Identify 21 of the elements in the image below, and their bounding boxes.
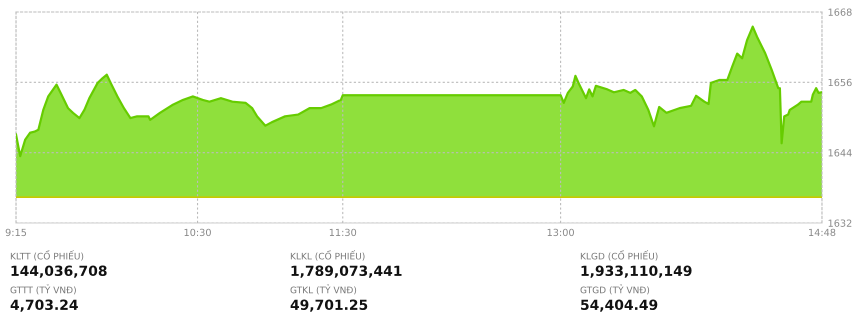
text: KLKL (CỔ PHIẾU) xyxy=(290,250,365,261)
y-tick-label: 1644 xyxy=(828,149,852,156)
text: 49,701.25 xyxy=(290,300,368,312)
text: GTTT (TỶ VNĐ) xyxy=(10,284,76,294)
text: 1,933,110,149 xyxy=(582,266,692,278)
y-tick-label: 1668 xyxy=(828,8,852,16)
text: KLTT (CỔ PHIẾU) xyxy=(10,250,84,261)
text: 144,036,708 xyxy=(12,266,107,278)
x-tick-label: 13:00 xyxy=(548,228,574,236)
y-tick-label: 1632 xyxy=(828,219,852,227)
text: GTGD (TỶ VNĐ) xyxy=(580,284,650,294)
x-tick-label: 10:30 xyxy=(184,228,211,236)
x-tick-label: 14:48 xyxy=(809,228,836,236)
text: 4,703.24 xyxy=(10,300,78,312)
y-tick-label: 1656 xyxy=(828,78,852,86)
text: GTKL (TỶ VNĐ) xyxy=(290,284,356,294)
x-tick-label: 9:15 xyxy=(6,228,26,236)
text: KLGD (CỔ PHIẾU) xyxy=(580,250,658,261)
text: 54,404.49 xyxy=(581,300,658,312)
text: 1,789,073,441 xyxy=(292,266,402,278)
x-tick-label: 11:30 xyxy=(330,228,356,236)
